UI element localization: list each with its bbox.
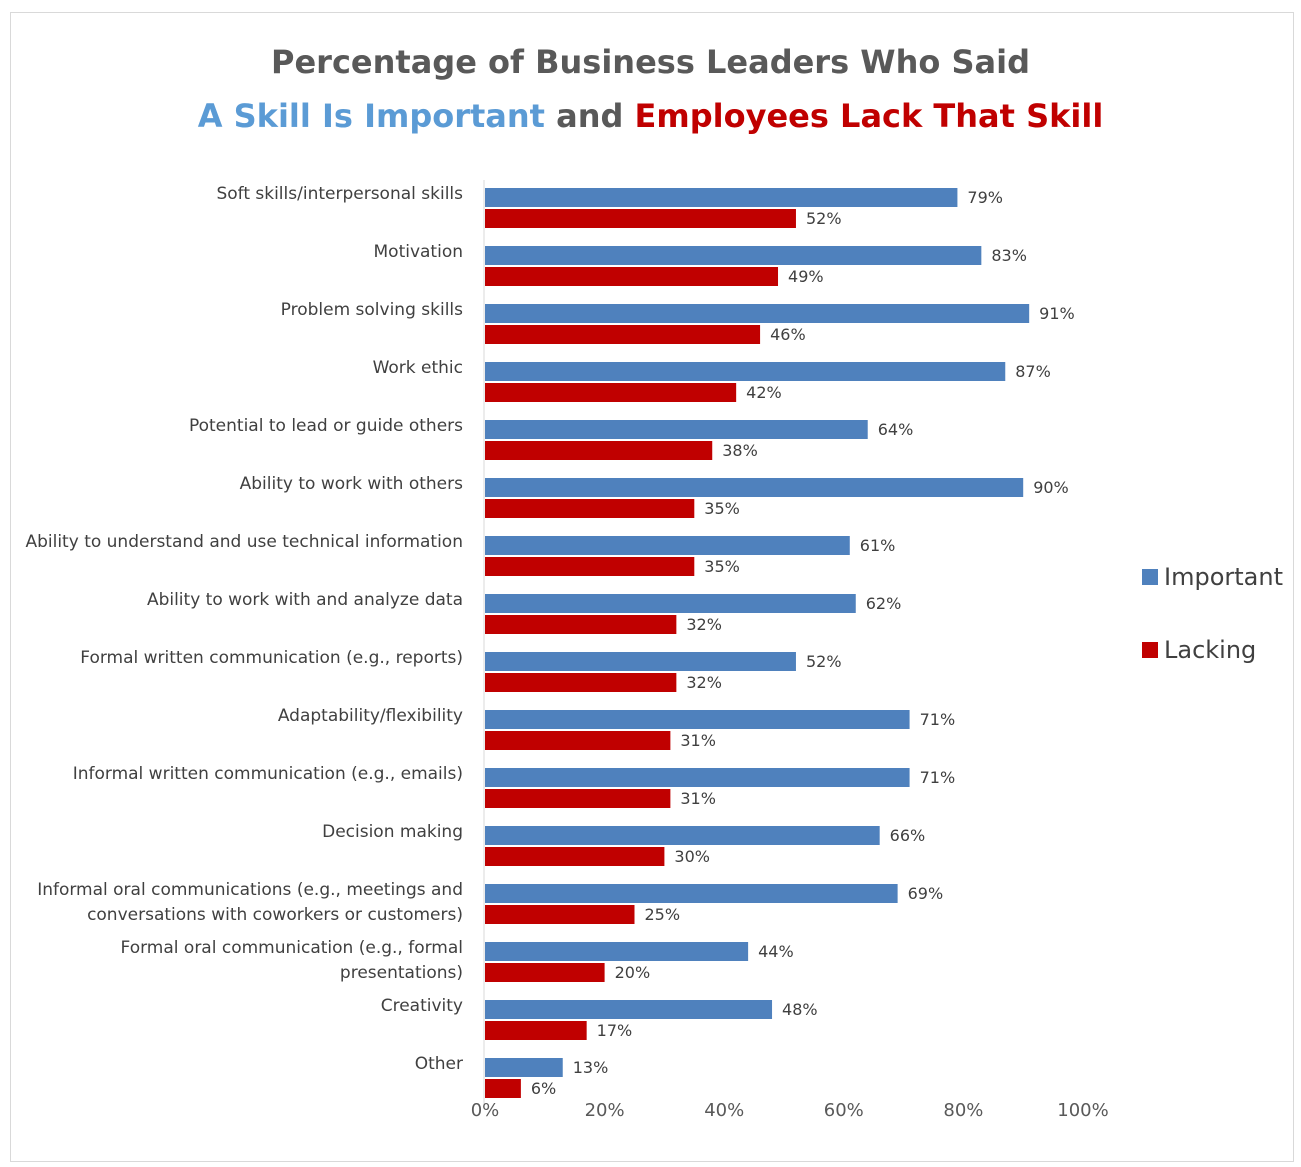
- legend-swatch-important: [1142, 569, 1158, 585]
- data-label-lacking: 17%: [597, 1021, 633, 1040]
- bar-lacking: [485, 847, 665, 866]
- category-label: Ability to understand and use technical …: [25, 532, 463, 552]
- data-label-lacking: 42%: [746, 383, 782, 402]
- data-label-important: 62%: [866, 594, 902, 613]
- chart-title-line1: Percentage of Business Leaders Who Said: [271, 43, 1030, 81]
- data-label-important: 61%: [860, 536, 896, 555]
- data-label-important: 48%: [782, 1000, 818, 1019]
- bar-lacking: [485, 1079, 521, 1098]
- category-label: Motivation: [374, 242, 464, 262]
- bar-lacking: [485, 267, 779, 286]
- bar-lacking: [485, 325, 761, 344]
- data-label-important: 90%: [1033, 478, 1069, 497]
- title-and-part: and: [544, 97, 635, 135]
- bar-lacking: [485, 673, 677, 692]
- data-label-important: 52%: [806, 652, 842, 671]
- category-label: Soft skills/interpersonal skills: [216, 184, 463, 204]
- data-label-important: 83%: [991, 246, 1027, 265]
- bar-lacking: [485, 383, 737, 402]
- bar-important: [485, 478, 1024, 497]
- title-important-part: A Skill Is Important: [197, 97, 545, 135]
- data-label-lacking: 30%: [674, 847, 710, 866]
- category-label: Work ethic: [373, 358, 463, 378]
- data-label-lacking: 32%: [686, 673, 722, 692]
- bar-lacking: [485, 789, 671, 808]
- bar-important: [485, 304, 1030, 323]
- category-label: Problem solving skills: [281, 300, 464, 320]
- data-label-important: 69%: [908, 884, 944, 903]
- legend-swatch-lacking: [1142, 642, 1158, 658]
- bar-lacking: [485, 963, 605, 982]
- data-label-lacking: 35%: [704, 557, 740, 576]
- x-tick-label: 0%: [471, 1100, 500, 1121]
- category-label: Ability to work with and analyze data: [147, 590, 463, 610]
- legend-item-important: Important: [1142, 563, 1283, 591]
- legend-item-lacking: Lacking: [1142, 636, 1256, 664]
- bar-important: [485, 826, 880, 845]
- bar-important: [485, 710, 910, 729]
- title-lacking-part: Employees Lack That Skill: [634, 97, 1104, 135]
- data-label-lacking: 49%: [788, 267, 824, 286]
- data-label-important: 13%: [573, 1058, 609, 1077]
- data-label-lacking: 35%: [704, 499, 740, 518]
- bar-important: [485, 246, 982, 265]
- data-label-important: 71%: [920, 710, 956, 729]
- bar-lacking: [485, 731, 671, 750]
- data-label-lacking: 52%: [806, 209, 842, 228]
- data-label-lacking: 31%: [680, 731, 716, 750]
- data-label-lacking: 25%: [645, 905, 681, 924]
- bar-lacking: [485, 905, 635, 924]
- bar-lacking: [485, 209, 796, 228]
- bar-important: [485, 420, 868, 439]
- bar-lacking: [485, 557, 695, 576]
- category-label: Other: [415, 1054, 463, 1074]
- bar-lacking: [485, 1021, 587, 1040]
- data-label-lacking: 6%: [531, 1079, 556, 1098]
- bar-important: [485, 884, 898, 903]
- data-label-lacking: 46%: [770, 325, 806, 344]
- bar-important: [485, 536, 850, 555]
- category-label: Creativity: [381, 996, 463, 1016]
- data-label-lacking: 32%: [686, 615, 722, 634]
- data-label-important: 64%: [878, 420, 914, 439]
- legend-label-lacking: Lacking: [1164, 636, 1257, 664]
- data-label-lacking: 31%: [680, 789, 716, 808]
- category-label: Decision making: [322, 822, 463, 842]
- bar-lacking: [485, 441, 713, 460]
- bar-important: [485, 768, 910, 787]
- category-label: Informal oral communications (e.g., meet…: [37, 880, 463, 925]
- data-label-important: 79%: [967, 188, 1003, 207]
- data-label-lacking: 38%: [722, 441, 758, 460]
- bar-important: [485, 942, 749, 961]
- bar-important: [485, 1000, 773, 1019]
- legend-label-important: Important: [1164, 563, 1283, 591]
- data-label-lacking: 20%: [615, 963, 651, 982]
- category-label: Formal written communication (e.g., repo…: [80, 648, 463, 668]
- x-tick-label: 40%: [704, 1100, 744, 1121]
- x-tick-label: 100%: [1057, 1100, 1108, 1121]
- data-label-important: 87%: [1015, 362, 1051, 381]
- bar-lacking: [485, 499, 695, 518]
- data-label-important: 91%: [1039, 304, 1075, 323]
- category-label: Informal written communication (e.g., em…: [73, 764, 463, 784]
- data-label-important: 44%: [758, 942, 794, 961]
- category-label: Ability to work with others: [240, 474, 463, 494]
- category-label: Adaptability/flexibility: [278, 706, 463, 726]
- bar-important: [485, 188, 958, 207]
- data-label-important: 66%: [890, 826, 926, 845]
- bar-important: [485, 594, 856, 613]
- x-tick-label: 20%: [585, 1100, 625, 1121]
- bar-important: [485, 362, 1006, 381]
- bar-important: [485, 652, 796, 671]
- chart-title-line2: A Skill Is Important and Employees Lack …: [0, 96, 1301, 136]
- category-label: Formal oral communication (e.g., formal p…: [121, 938, 463, 983]
- data-label-important: 71%: [920, 768, 956, 787]
- bar-lacking: [485, 615, 677, 634]
- bar-important: [485, 1058, 563, 1077]
- category-label: Potential to lead or guide others: [189, 416, 463, 436]
- x-tick-label: 80%: [943, 1100, 983, 1121]
- x-tick-label: 60%: [824, 1100, 864, 1121]
